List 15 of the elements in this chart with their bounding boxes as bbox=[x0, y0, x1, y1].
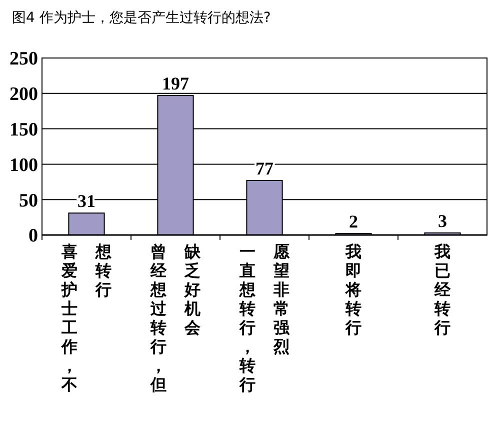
data-label: 2 bbox=[349, 212, 358, 232]
chart-title: 图4 作为护士，您是否产生过转行的想法? bbox=[12, 10, 271, 26]
x-tick-label: 我即将转行 bbox=[346, 242, 362, 339]
category-label: 一直想转行，转行愿望非常强烈 bbox=[240, 242, 290, 394]
data-label: 3 bbox=[438, 210, 447, 231]
y-tick-label: 200 bbox=[10, 84, 38, 106]
y-tick-label: 150 bbox=[10, 119, 38, 140]
y-tick-label: 250 bbox=[10, 48, 38, 70]
category-label: 喜爱护士工作，不想转行 bbox=[62, 242, 112, 394]
x-tick-label: 我已经转行 bbox=[434, 242, 450, 339]
y-tick-label: 0 bbox=[28, 226, 38, 247]
data-label: 197 bbox=[162, 74, 189, 94]
y-tick-label: 50 bbox=[19, 190, 38, 212]
y-tick-label: 100 bbox=[10, 154, 38, 176]
category-label: 曾经想过转行，但缺乏好机会 bbox=[150, 242, 200, 394]
